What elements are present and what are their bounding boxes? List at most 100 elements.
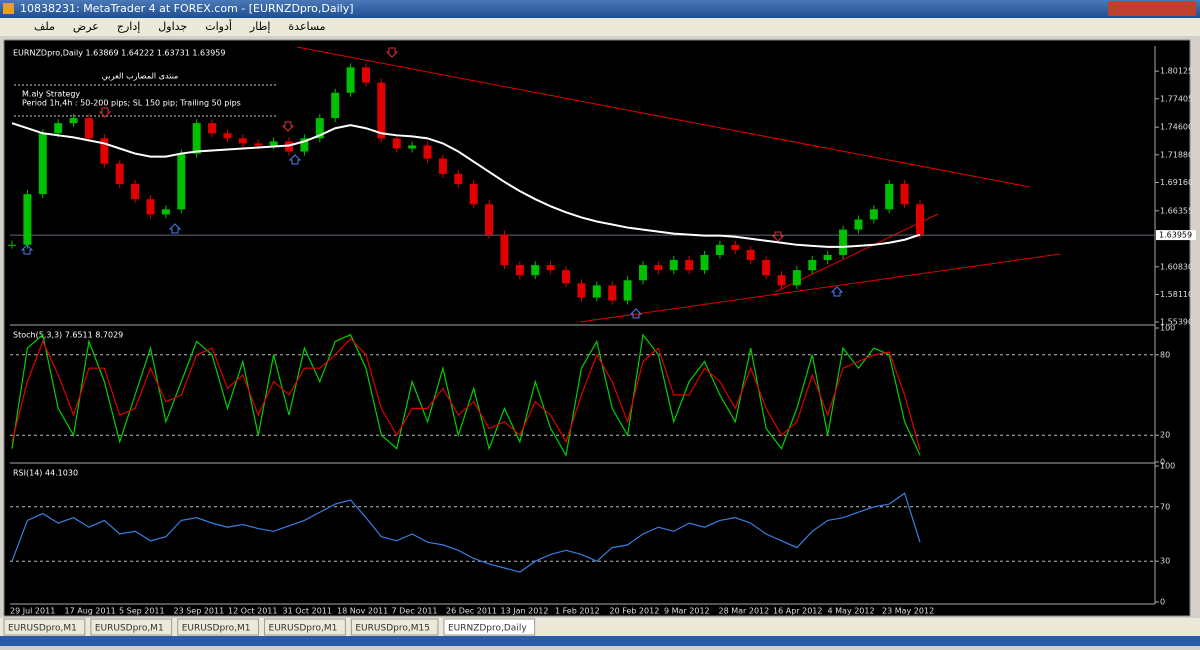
candle [823, 254, 832, 261]
candle [285, 141, 294, 152]
candle [254, 143, 263, 146]
menu-item[interactable]: عرض [73, 20, 99, 33]
candle [900, 183, 909, 205]
candle [100, 138, 109, 164]
candle [654, 265, 663, 271]
tab-label[interactable]: EURUSDpro,M15 [355, 624, 430, 634]
candle [638, 265, 647, 281]
candle [115, 163, 124, 184]
menu-item[interactable]: جداول [158, 20, 187, 33]
indicator-line [11, 333, 921, 458]
candle [161, 209, 170, 215]
candle [300, 138, 309, 152]
candle [408, 145, 417, 149]
y-tick-label: 0 [1160, 598, 1165, 607]
candle [854, 219, 863, 230]
y-tick-label: 1.55390 [1160, 317, 1193, 326]
candle [546, 265, 555, 271]
panel-title: Stoch(5,3,3) 7.6511 8.7029 [13, 331, 123, 340]
y-tick-label: 1.77405 [1160, 94, 1193, 103]
tab-label[interactable]: EURUSDpro,M1 [8, 624, 77, 634]
tab[interactable] [443, 618, 536, 636]
candle [454, 173, 463, 184]
tab-label[interactable]: EURUSDpro,M1 [95, 624, 164, 634]
candle [8, 244, 16, 246]
signal-arrow [830, 286, 844, 297]
y-tick-label: 1.60830 [1160, 262, 1193, 271]
annotation: M.aly Strategy [22, 90, 80, 99]
annotation: منتدى المضارب العربي [102, 72, 179, 81]
menu-item[interactable]: إدارج [117, 20, 140, 33]
candle [331, 92, 340, 119]
panel-title: RSI(14) 44.1030 [13, 469, 78, 478]
x-tick-label: 23 Sep 2011 [174, 607, 225, 616]
x-tick-label: 29 Jul 2011 [10, 607, 55, 616]
indicator-line [11, 492, 921, 573]
y-tick-label: 1.74600 [1160, 123, 1193, 132]
tab[interactable] [3, 618, 86, 636]
y-tick-label: 100 [1160, 462, 1175, 471]
tab-label[interactable]: EURUSDpro,M1 [269, 624, 338, 634]
candle [839, 229, 848, 255]
candle [485, 204, 494, 235]
candle [562, 270, 571, 284]
candle [269, 141, 278, 146]
candle [777, 275, 786, 286]
title-bar [0, 0, 1200, 18]
indicator-line [11, 337, 921, 451]
candle [84, 118, 93, 139]
candle [700, 254, 709, 271]
tab[interactable] [177, 618, 260, 636]
x-tick-label: 28 Mar 2012 [719, 607, 770, 616]
window-controls[interactable] [1108, 1, 1196, 16]
signal-arrow [771, 231, 785, 242]
x-tick-label: 1 Feb 2012 [555, 607, 600, 616]
candle [608, 285, 617, 301]
current-price-box [1156, 230, 1196, 241]
trend-line [774, 213, 939, 293]
chart-window [3, 39, 1191, 617]
candle [54, 123, 63, 134]
x-tick-label: 18 Nov 2011 [337, 607, 388, 616]
signal-arrow [385, 47, 399, 58]
candle [38, 133, 47, 195]
candle [515, 265, 524, 276]
x-tick-label: 9 Mar 2012 [664, 607, 710, 616]
y-tick-label: 1.69160 [1160, 178, 1193, 187]
y-tick-label: 0 [1160, 458, 1165, 467]
candle [792, 270, 801, 286]
candle [131, 183, 140, 200]
tab-label[interactable]: EURUSDpro,M1 [182, 624, 251, 634]
menu-item[interactable]: إطار [249, 20, 270, 33]
window-title: 10838231: MetaTrader 4 at FOREX.com - [E… [20, 2, 354, 15]
menu-item[interactable]: ملف [34, 20, 55, 33]
candle [685, 260, 694, 271]
tab[interactable] [264, 618, 346, 636]
candle [715, 244, 724, 255]
x-tick-label: 20 Feb 2012 [610, 607, 660, 616]
candle [762, 260, 771, 276]
candle [500, 234, 509, 266]
tab-label[interactable]: EURNZDpro,Daily [448, 624, 527, 634]
candle [592, 285, 601, 298]
x-tick-label: 5 Sep 2011 [119, 607, 165, 616]
candle [438, 158, 447, 174]
candle [669, 260, 678, 271]
candle [392, 138, 401, 149]
signal-arrow [168, 223, 182, 234]
menu-item[interactable]: مساعدة [288, 20, 325, 33]
candle [746, 249, 755, 261]
y-tick-label: 1.71880 [1160, 150, 1193, 159]
candle [192, 123, 201, 154]
candle [916, 204, 924, 235]
candle [177, 153, 186, 210]
trend-line [579, 253, 1061, 323]
tab[interactable] [350, 618, 439, 636]
menu-item[interactable]: أدوات [205, 19, 232, 33]
tab[interactable] [90, 618, 173, 636]
candle [69, 118, 78, 124]
candle [361, 67, 370, 83]
signal-arrow [98, 107, 112, 118]
y-tick-label: 1.80125 [1160, 67, 1193, 76]
